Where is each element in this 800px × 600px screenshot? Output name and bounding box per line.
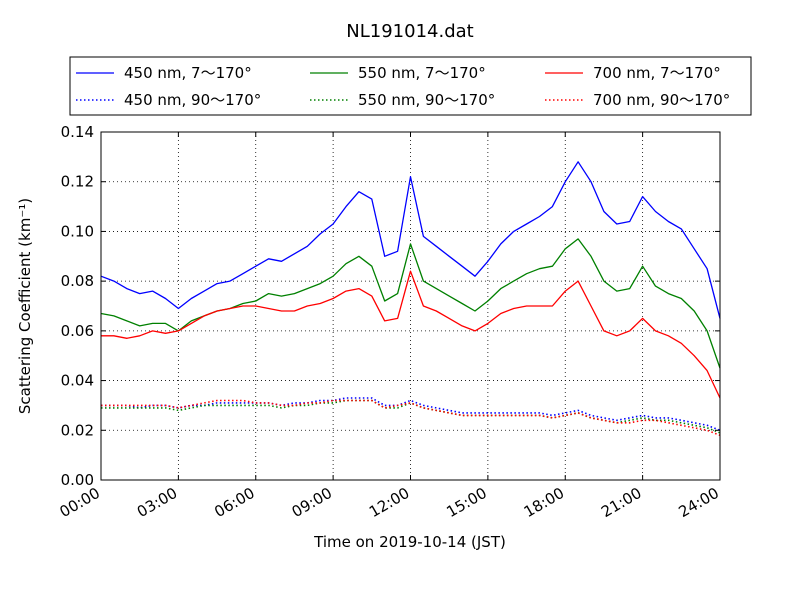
x-tick-label: 09:00: [289, 484, 335, 521]
series-line-3: [101, 397, 721, 432]
x-tick-label: 18:00: [521, 484, 567, 521]
x-tick-label: 06:00: [211, 484, 257, 521]
plot-series: [100, 161, 721, 437]
x-axis-ticks: 00:00 03:00 06:00 09:00 12:00 15:00 18:00 21:00…: [57, 132, 722, 521]
x-tick-label: 12:00: [366, 484, 412, 521]
y-axis-label: Scattering Coefficient (km⁻¹): [16, 198, 34, 414]
x-tick-label: 03:00: [134, 484, 180, 521]
chart-grid: [101, 132, 720, 480]
series-line-2: [101, 270, 721, 399]
y-tick-label: 0.14: [61, 123, 94, 141]
x-tick-label: 15:00: [443, 484, 489, 521]
y-tick-label: 0.04: [61, 372, 94, 390]
y-tick-label: 0.10: [61, 222, 94, 240]
y-axis-ticks: 0.00 0.02 0.04 0.06 0.08 0.10 0.12 0.14: [61, 123, 720, 489]
legend-label: 550 nm, 90～170°: [358, 91, 495, 109]
chart-title: NL191014.dat: [346, 21, 473, 42]
legend-label: 450 nm, 90～170°: [124, 91, 261, 109]
y-tick-label: 0.06: [61, 322, 94, 340]
y-tick-label: 0.12: [61, 173, 94, 191]
legend-label: 700 nm, 90～170°: [593, 91, 730, 109]
y-tick-label: 0.00: [61, 471, 94, 489]
legend-label: 700 nm, 7～170°: [593, 64, 721, 82]
y-tick-label: 0.08: [61, 272, 94, 290]
y-tick-label: 0.02: [61, 421, 94, 439]
legend-box: [69, 56, 752, 116]
series-line-0: [100, 161, 721, 319]
x-axis-label: Time on 2019-10-14 (JST): [313, 533, 506, 551]
x-tick-label: 00:00: [57, 484, 103, 521]
x-tick-label: 21:00: [598, 484, 644, 521]
legend-label: 450 nm, 7～170°: [124, 64, 252, 82]
series-line-4: [101, 399, 721, 434]
legend-label: 550 nm, 7～170°: [358, 64, 486, 82]
chart-legend: 450 nm, 7～170° 550 nm, 7～170° 700 nm, 7～17…: [69, 56, 752, 116]
x-tick-label: 24:00: [676, 484, 722, 521]
